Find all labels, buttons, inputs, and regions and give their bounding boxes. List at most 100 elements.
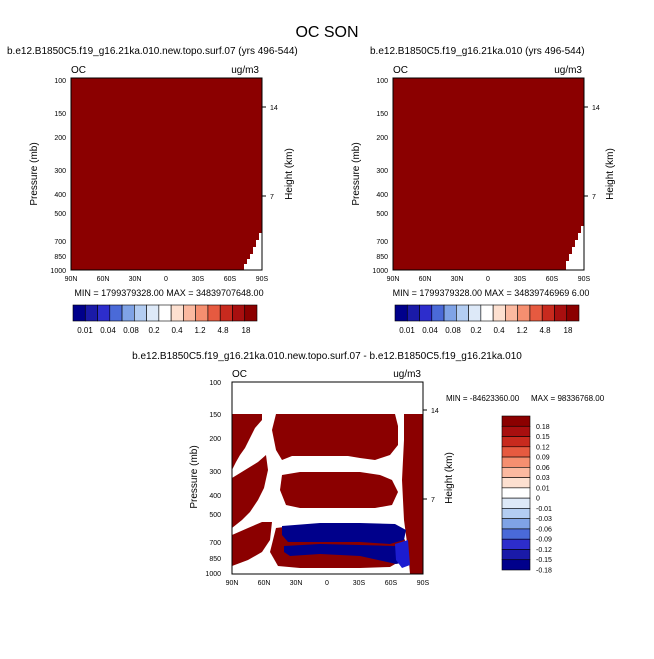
y2-tick-label: 14	[431, 408, 439, 415]
colorbar-swatch	[480, 304, 494, 322]
colorbar-swatch	[195, 304, 209, 322]
colorbar-swatch	[158, 304, 172, 322]
y-tick-label: 200	[54, 135, 66, 142]
panel-diff-units: ug/m3	[393, 369, 421, 380]
panel-right-y-ticks: 100 150 200 300 400 500 700 850 1000	[372, 78, 388, 275]
colorbar-swatch	[406, 304, 420, 322]
y2-tick-label: 7	[270, 194, 274, 201]
panel-left-stats: MIN = 1799379328.00 MAX = 34839707648.00	[74, 288, 263, 298]
diff-positive-region	[232, 522, 272, 566]
colorbar-swatch	[244, 304, 258, 322]
colorbar-swatch	[501, 497, 531, 509]
colorbar-swatch	[501, 446, 531, 458]
y-tick-label: 150	[209, 412, 221, 419]
colorbar-label: 4.8	[217, 326, 229, 335]
colorbar-label: -0.12	[536, 547, 552, 554]
colorbar-label: 0.06	[536, 465, 550, 472]
panel-left-x-ticks: 90N 60N 30N 0 30S 60S 90S	[65, 276, 269, 283]
y-tick-label: 1000	[205, 571, 221, 578]
colorbar-swatch	[501, 549, 531, 561]
panel-left-colorbar-labels: 0.01 0.04 0.08 0.2 0.4 1.2 4.8 18	[77, 326, 251, 335]
panel-diff-x-ticks: 90N 60N 30N 0 30S 60S 90S	[226, 580, 430, 587]
panel-diff-y-ticks: 100 150 200 300 400 500 700 850 1000	[205, 380, 221, 578]
colorbar-swatch	[501, 538, 531, 550]
x-tick-label: 60S	[385, 580, 398, 587]
panel-right-x-ticks: 90N 60N 30N 0 30S 60S 90S	[387, 276, 591, 283]
colorbar-swatch	[431, 304, 445, 322]
colorbar-label: 0.03	[536, 475, 550, 482]
colorbar-swatch	[134, 304, 147, 322]
diff-negative-region	[282, 523, 406, 544]
diff-negative-region	[284, 544, 406, 564]
panel-left-y-label: Pressure (mb)	[29, 142, 40, 205]
colorbar-swatch	[501, 518, 531, 530]
panel-left-field-label: OC	[71, 65, 86, 76]
colorbar-swatch	[501, 477, 531, 489]
colorbar-swatch	[84, 304, 98, 322]
colorbar-swatch	[207, 304, 221, 322]
panel-diff-title: b.e12.B1850C5.f19_g16.21ka.010.new.topo.…	[132, 351, 522, 362]
colorbar-swatch	[72, 304, 86, 322]
panel-diff: b.e12.B1850C5.f19_g16.21ka.010.new.topo.…	[132, 351, 605, 587]
main-title: OC SON	[295, 24, 358, 41]
colorbar-label: 0.2	[148, 326, 160, 335]
y-tick-label: 300	[209, 469, 221, 476]
diff-negative-region	[395, 540, 410, 568]
y-tick-label: 500	[54, 211, 66, 218]
y-tick-label: 300	[376, 168, 388, 175]
y-tick-label: 850	[209, 556, 221, 563]
colorbar-swatch	[554, 304, 568, 322]
panel-left: b.e12.B1850C5.f19_g16.21ka.010.new.topo.…	[7, 46, 298, 335]
colorbar-label: 18	[564, 326, 573, 335]
y-tick-label: 100	[376, 78, 388, 85]
colorbar-label: -0.03	[536, 516, 552, 523]
colorbar-label: -0.18	[536, 568, 552, 575]
y-tick-label: 150	[376, 111, 388, 118]
colorbar-label: 0.18	[536, 424, 550, 431]
panel-left-colorbar	[72, 304, 258, 322]
y-tick-label: 400	[209, 493, 221, 500]
x-tick-label: 0	[164, 276, 168, 283]
colorbar-swatch	[566, 304, 580, 322]
y-tick-label: 500	[209, 512, 221, 519]
colorbar-label: 0.04	[100, 326, 116, 335]
panel-right-y2-ticks: 14 7	[584, 105, 600, 201]
x-tick-label: 90N	[226, 580, 239, 587]
panel-right: b.e12.B1850C5.f19_g16.21ka.010 (yrs 496-…	[351, 46, 616, 335]
y-tick-label: 400	[54, 192, 66, 199]
colorbar-label: -0.06	[536, 526, 552, 533]
colorbar-swatch	[232, 304, 246, 322]
x-tick-label: 90N	[387, 276, 400, 283]
panel-right-colorbar-labels: 0.01 0.04 0.08 0.2 0.4 1.2 4.8 18	[399, 326, 573, 335]
colorbar-swatch	[394, 304, 408, 322]
y-tick-label: 1000	[50, 268, 66, 275]
colorbar-swatch	[501, 456, 531, 468]
colorbar-label: 0.01	[536, 485, 550, 492]
colorbar-swatch	[456, 304, 469, 322]
y-tick-label: 300	[54, 168, 66, 175]
colorbar-swatch	[501, 528, 531, 540]
x-tick-label: 30N	[129, 276, 142, 283]
colorbar-swatch	[505, 304, 518, 322]
panel-right-title: b.e12.B1850C5.f19_g16.21ka.010 (yrs 496-…	[370, 46, 585, 57]
colorbar-label: 4.8	[539, 326, 551, 335]
x-tick-label: 30S	[192, 276, 205, 283]
y-tick-label: 150	[54, 111, 66, 118]
panel-right-colorbar	[394, 304, 580, 322]
colorbar-swatch	[443, 304, 457, 322]
diff-positive-region	[272, 414, 398, 460]
panel-diff-colorbar-labels: 0.18 0.15 0.12 0.09 0.06 0.03 0.01 0 -0.01 -0.03 -…	[536, 424, 552, 575]
colorbar-swatch	[529, 304, 543, 322]
colorbar-swatch	[501, 415, 531, 427]
x-tick-label: 0	[486, 276, 490, 283]
colorbar-label: 1.2	[194, 326, 206, 335]
colorbar-swatch	[541, 304, 555, 322]
y-tick-label: 200	[376, 135, 388, 142]
x-tick-label: 60S	[546, 276, 559, 283]
diff-positive-region	[280, 472, 398, 508]
y2-tick-label: 14	[270, 105, 278, 112]
panel-left-y2-label: Height (km)	[284, 148, 295, 200]
colorbar-label: -0.01	[536, 506, 552, 513]
y-tick-label: 700	[376, 239, 388, 246]
